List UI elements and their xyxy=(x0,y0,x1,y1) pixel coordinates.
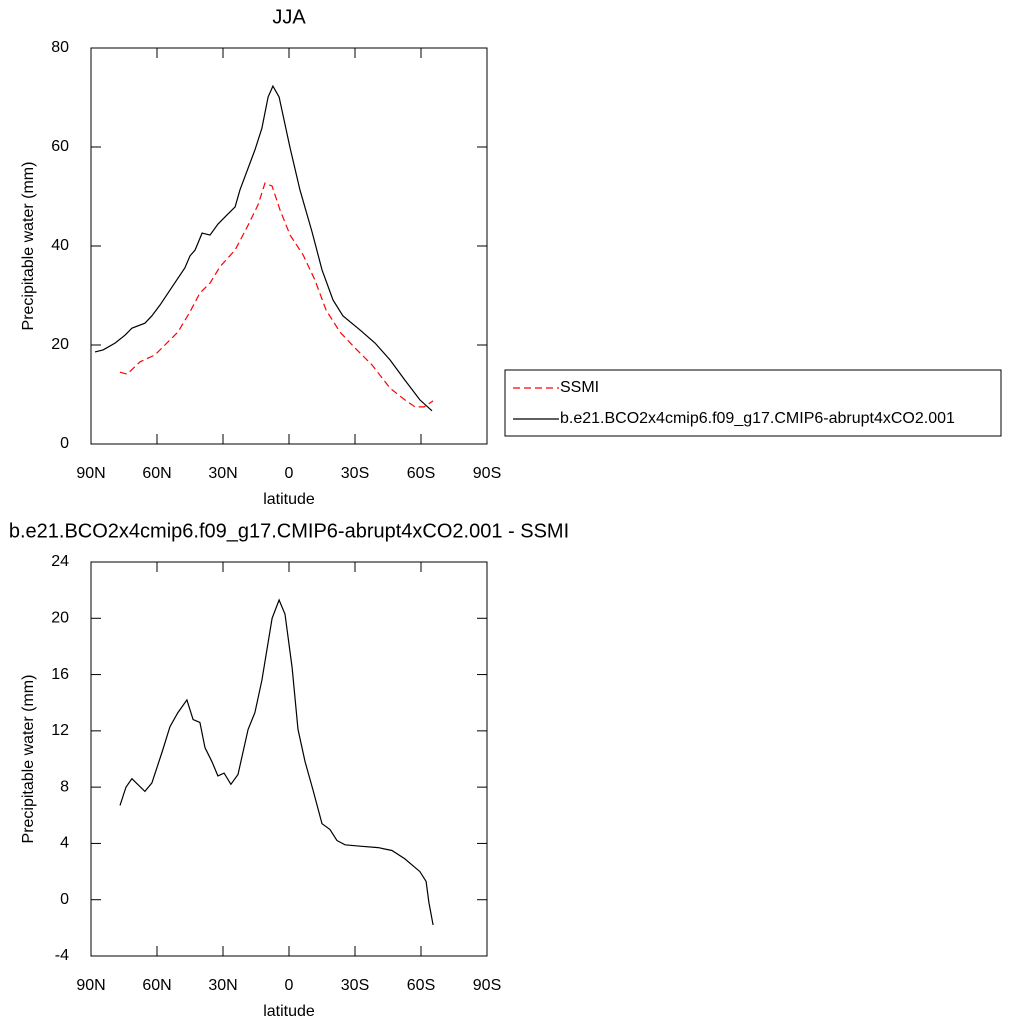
x-axis-label: latitude xyxy=(263,491,315,508)
y-tick-label: 40 xyxy=(51,237,69,254)
x-tick-label: 30N xyxy=(208,465,237,482)
x-tick-label: 90S xyxy=(473,977,501,994)
y-tick-label: 80 xyxy=(51,39,69,56)
chart-title: JJA xyxy=(272,6,306,28)
chart-title: b.e21.BCO2x4cmip6.f09_g17.CMIP6-abrupt4x… xyxy=(9,520,569,542)
legend-label: SSMI xyxy=(560,379,599,396)
y-tick-label: 60 xyxy=(51,138,69,155)
x-axis-label: latitude xyxy=(263,1003,315,1020)
data-line xyxy=(119,182,434,408)
y-tick-label: 24 xyxy=(51,553,69,570)
x-tick-label: 60N xyxy=(142,465,171,482)
data-line xyxy=(119,598,434,926)
x-tick-label: 90S xyxy=(473,465,501,482)
x-tick-label: 90N xyxy=(76,977,105,994)
plot-frame xyxy=(90,47,488,445)
y-tick-label: 20 xyxy=(51,336,69,353)
y-axis-label: Precipitable water (mm) xyxy=(20,675,37,844)
x-tick-label: 30S xyxy=(341,465,369,482)
x-tick-label: 30S xyxy=(341,977,369,994)
y-tick-label: -4 xyxy=(55,947,69,964)
y-tick-label: 0 xyxy=(60,435,69,452)
x-tick-label: 0 xyxy=(285,465,294,482)
x-tick-label: 60S xyxy=(407,465,435,482)
x-tick-label: 0 xyxy=(285,977,294,994)
legend-label: b.e21.BCO2x4cmip6.f09_g17.CMIP6-abrupt4x… xyxy=(560,410,955,427)
x-tick-label: 60N xyxy=(142,977,171,994)
y-tick-label: 8 xyxy=(60,778,69,795)
data-line xyxy=(94,84,433,412)
y-tick-label: 4 xyxy=(60,835,69,852)
y-tick-label: 16 xyxy=(51,666,69,683)
x-tick-label: 90N xyxy=(76,465,105,482)
y-axis-label: Precipitable water (mm) xyxy=(20,162,37,331)
y-tick-label: 0 xyxy=(60,891,69,908)
y-tick-label: 12 xyxy=(51,722,69,739)
y-tick-label: 20 xyxy=(51,610,69,627)
legend-box xyxy=(504,369,1002,437)
x-tick-label: 60S xyxy=(407,977,435,994)
x-tick-label: 30N xyxy=(208,977,237,994)
